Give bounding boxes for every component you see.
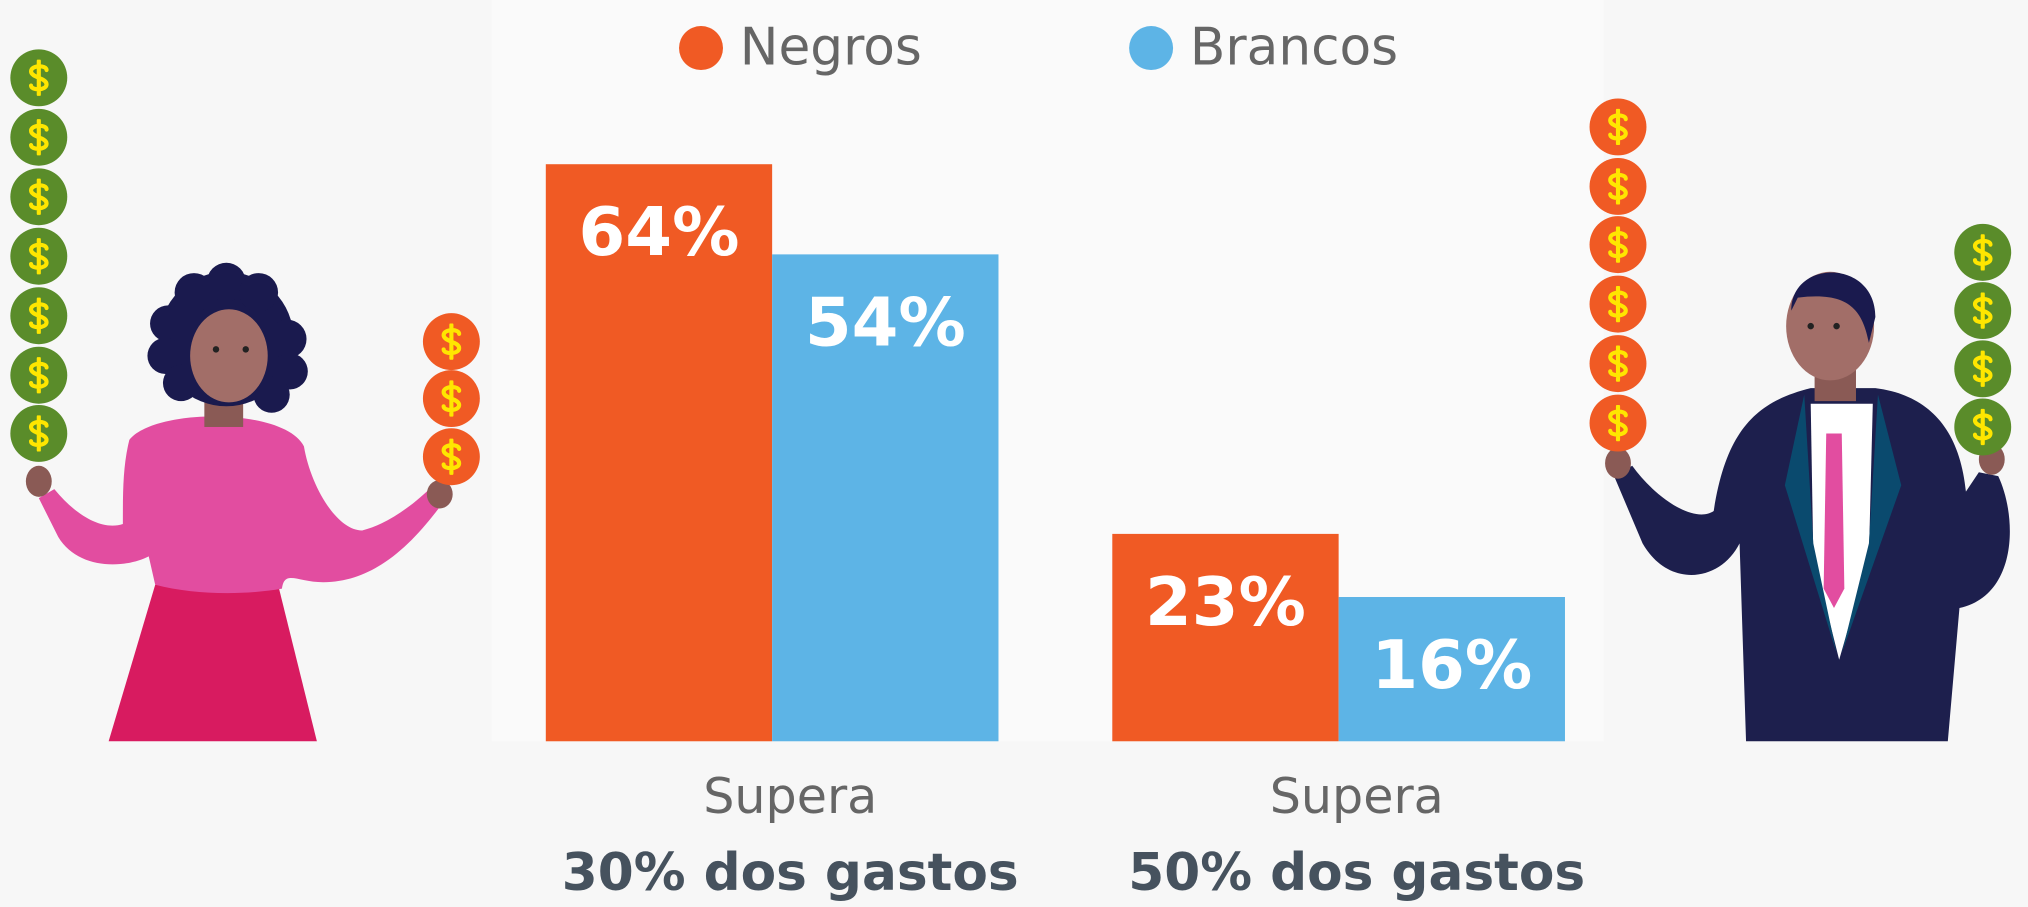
value-label: 23% <box>1145 563 1306 641</box>
coin-stack <box>422 313 480 486</box>
bar <box>1112 533 1339 742</box>
legend-swatch <box>1129 26 1174 71</box>
legend-label: Brancos <box>1190 18 1398 78</box>
value-label: 64% <box>578 193 739 271</box>
x-tick-label: Supera <box>703 767 877 825</box>
x-tick-label: 30% dos gastos <box>562 843 1019 903</box>
man-illustration <box>1589 98 2012 742</box>
coin-stack <box>1954 223 2012 456</box>
x-tick-label: 50% dos gastos <box>1128 843 1585 903</box>
bar <box>1338 597 1565 742</box>
bar <box>772 254 999 742</box>
x-tick-label: Supera <box>1270 767 1444 825</box>
value-label: 54% <box>805 283 966 361</box>
coin-stack <box>1589 98 1647 452</box>
legend-label: Negros <box>740 18 922 78</box>
value-label: 16% <box>1371 626 1532 704</box>
coin-stack <box>10 49 68 462</box>
woman-illustration <box>10 49 480 742</box>
bar <box>545 164 773 742</box>
legend-swatch <box>679 26 723 71</box>
